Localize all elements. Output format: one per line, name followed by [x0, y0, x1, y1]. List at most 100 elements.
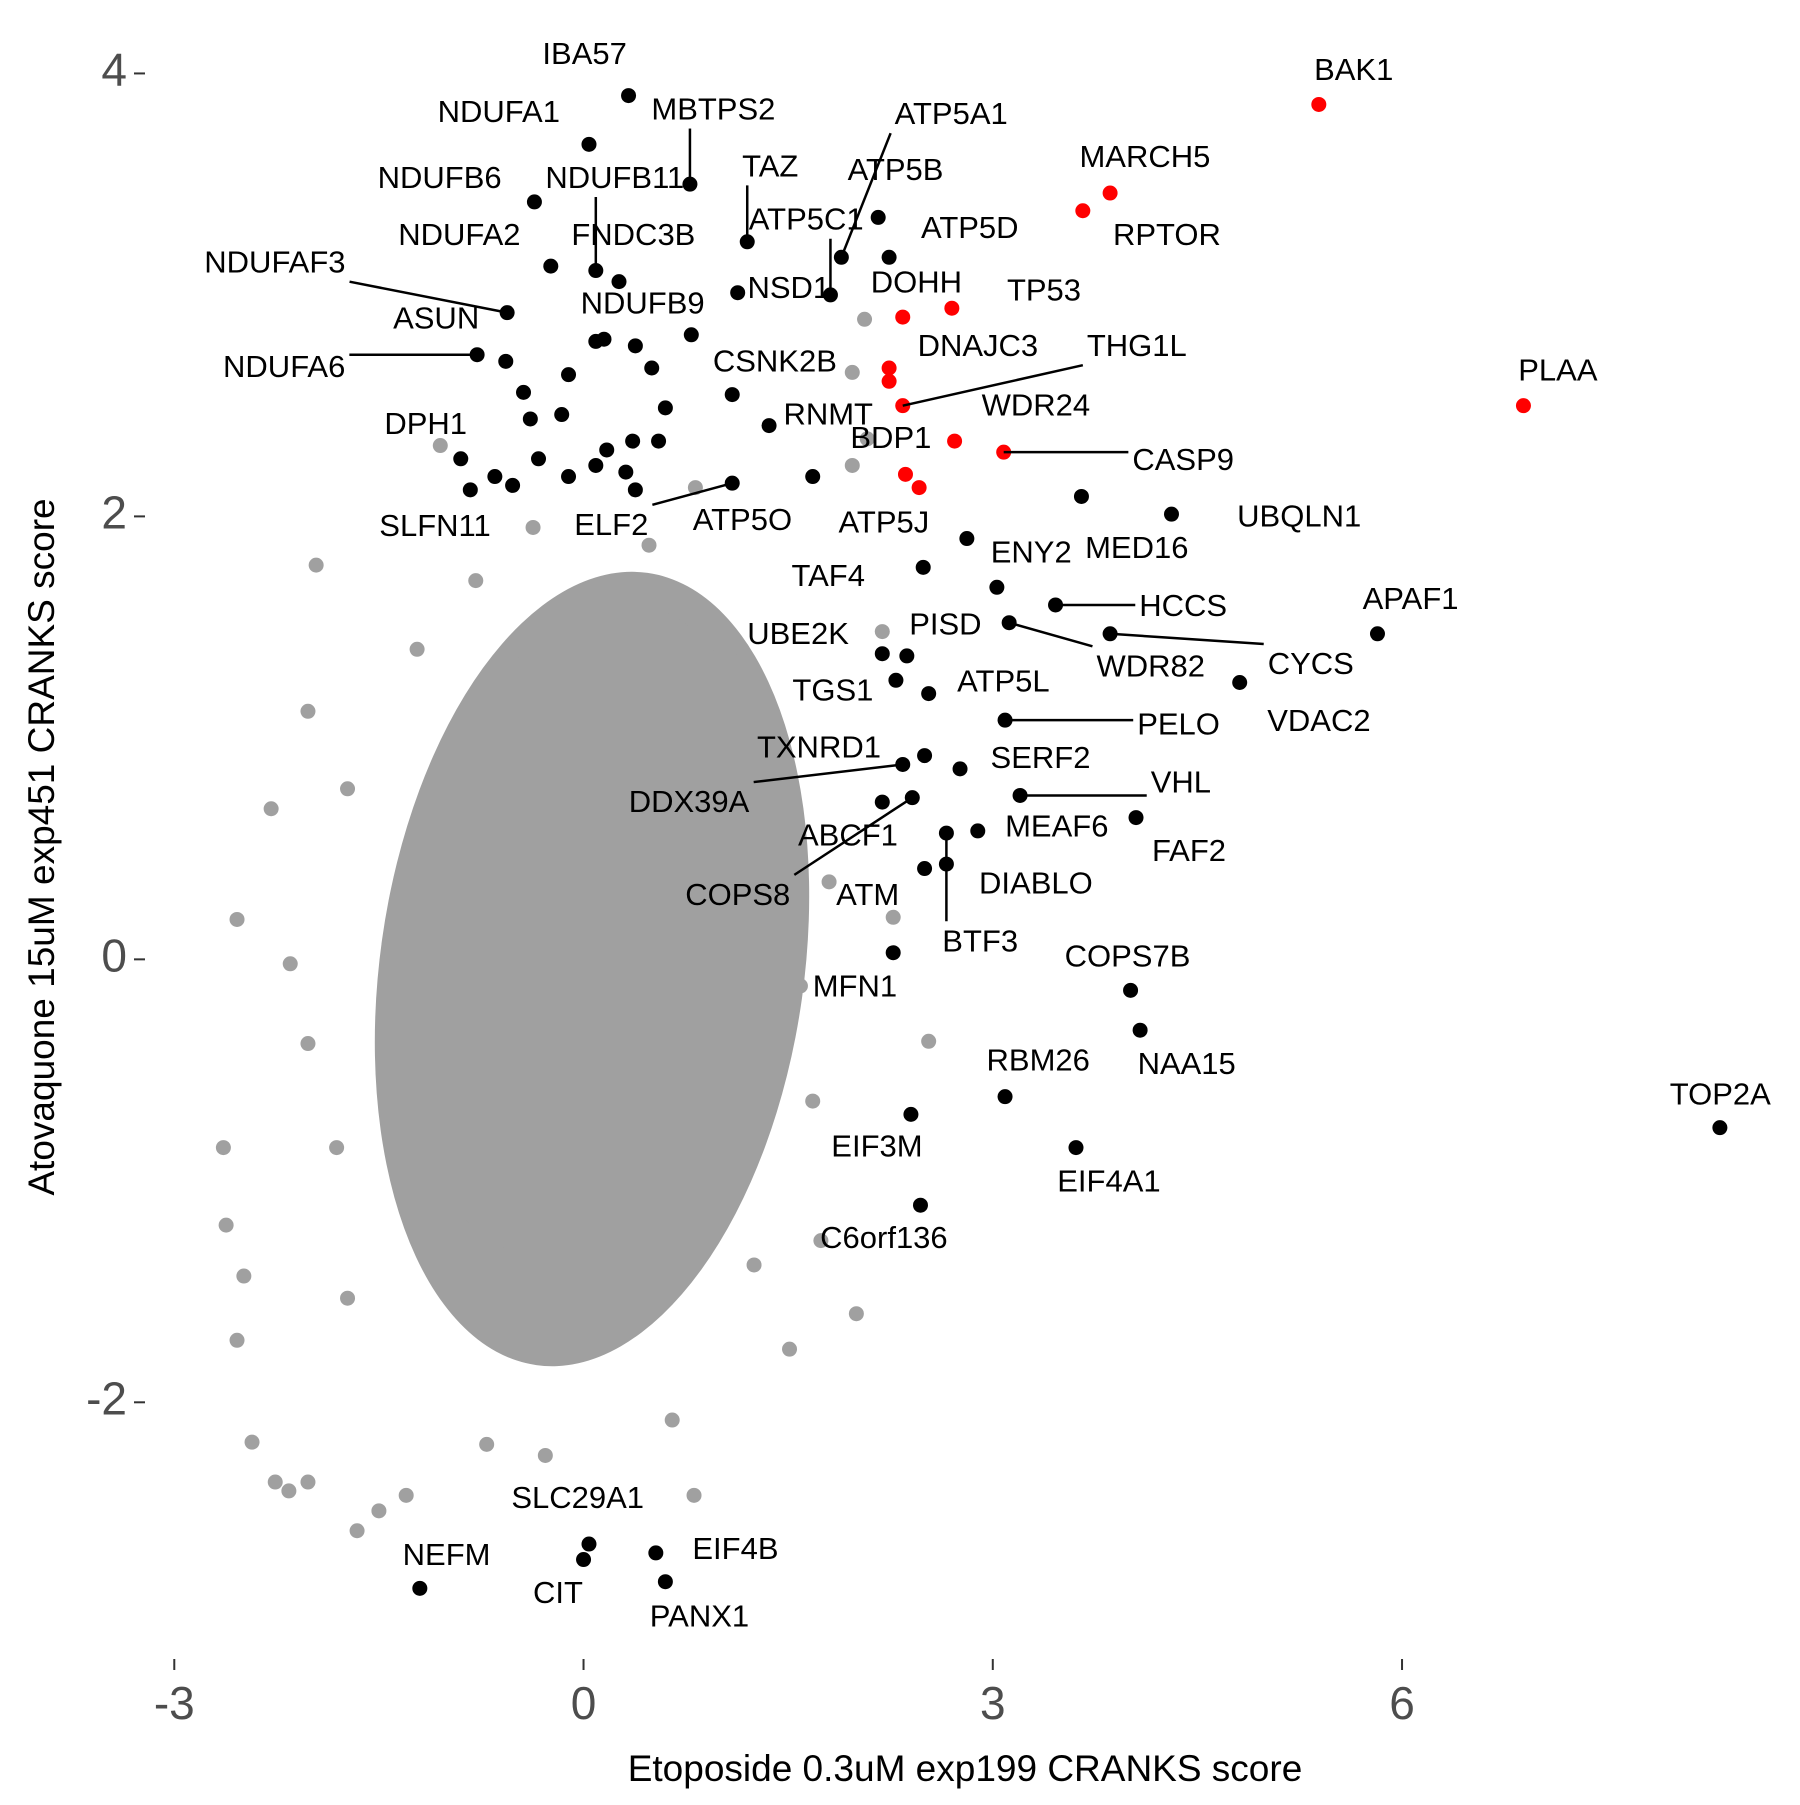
point-label: MBTPS2 [651, 92, 775, 127]
point-label: FAF2 [1152, 833, 1226, 868]
point-label: RBM26 [987, 1043, 1090, 1078]
highlight-point [917, 861, 933, 877]
highlight-point [657, 400, 673, 416]
highlight-point [487, 469, 503, 485]
highlight-point [989, 579, 1005, 595]
highlight-point [805, 469, 821, 485]
highlight-point [498, 353, 514, 369]
highlight-point [724, 387, 740, 403]
highlight-point [522, 411, 538, 427]
background-point [432, 438, 448, 454]
highlight-point [911, 480, 927, 496]
point-label: CSNK2B [713, 343, 837, 378]
background-point [479, 1436, 495, 1452]
point-label: WDR24 [982, 387, 1091, 422]
background-point [686, 1487, 702, 1503]
background-point [792, 978, 808, 994]
highlight-point [611, 274, 627, 290]
highlight-point [899, 648, 915, 664]
point-label: EIF4B [692, 1531, 778, 1566]
background-point [267, 1474, 283, 1490]
cloud-core [398, 603, 772, 1257]
y-axis-title: Atovaquone 15uM exp451 CRANKS score [21, 498, 62, 1195]
point-label: HCCS [1139, 588, 1227, 623]
highlight-point [453, 451, 469, 467]
background-point [263, 801, 279, 817]
highlight-point [997, 1089, 1013, 1105]
highlight-point [683, 327, 699, 343]
point-label: TOP2A [1670, 1076, 1771, 1111]
background-point [229, 1332, 245, 1348]
highlight-point [1163, 506, 1179, 522]
background-point [340, 1290, 356, 1306]
highlight-point [657, 1574, 673, 1590]
highlight-point [1102, 185, 1118, 201]
x-tick-label: 0 [571, 1677, 597, 1729]
background-point [468, 573, 484, 589]
leader-line [840, 132, 892, 258]
dense-point-cloud [374, 571, 810, 1367]
background-point [664, 1412, 680, 1428]
point-label: ATP5D [921, 210, 1019, 245]
background-point [805, 1093, 821, 1109]
highlight-point [599, 442, 615, 458]
background-point [300, 1036, 316, 1052]
point-label: RPTOR [1113, 217, 1221, 252]
background-point [821, 874, 837, 890]
point-label: RNMT [783, 397, 873, 432]
point-label: PLAA [1518, 353, 1598, 388]
point-label: NDUFB9 [581, 285, 705, 320]
highlight-point [915, 559, 931, 575]
leader-line [1008, 621, 1093, 648]
background-point [848, 1306, 864, 1322]
y-tick-label: -2 [86, 1372, 127, 1424]
plot-marks [215, 88, 1728, 1596]
background-point [300, 703, 316, 719]
point-label: NDUFB11 [545, 160, 684, 195]
highlight-point [881, 249, 897, 265]
point-label: EIF3M [831, 1129, 922, 1164]
background-point [349, 1523, 365, 1539]
highlight-point [1369, 626, 1385, 642]
highlight-point [627, 338, 643, 354]
highlight-point [543, 258, 559, 274]
highlight-point [1073, 488, 1089, 504]
point-label: ATP5L [957, 663, 1049, 698]
highlight-point [581, 1536, 597, 1552]
point-label: ATP5C1 [749, 202, 864, 237]
point-label: PISD [909, 607, 981, 642]
point-label: SERF2 [991, 740, 1091, 775]
point-label: DDX39A [629, 784, 750, 819]
background-point [409, 641, 425, 657]
background-point [371, 1503, 387, 1519]
point-label: DIABLO [979, 865, 1093, 900]
x-tick-label: -3 [154, 1677, 195, 1729]
leader-line [753, 763, 903, 784]
point-label: BTF3 [942, 923, 1018, 958]
highlight-point [944, 300, 960, 316]
point-label: SLC29A1 [511, 1480, 644, 1515]
background-point [329, 1140, 345, 1156]
y-tick-label: 2 [101, 487, 127, 539]
highlight-point [1311, 96, 1327, 112]
background-point [734, 641, 750, 657]
highlight-point [730, 285, 746, 301]
highlight-point [881, 373, 897, 389]
highlight-point [1075, 203, 1091, 219]
highlight-point [651, 433, 667, 449]
point-label: TAZ [742, 148, 798, 183]
point-label: DNAJC3 [918, 328, 1039, 363]
point-label: ATM [836, 877, 899, 912]
highlight-point [412, 1580, 428, 1596]
point-label: NDUFAF3 [204, 245, 345, 280]
highlight-point [970, 823, 986, 839]
highlight-point [903, 1106, 919, 1122]
leader-line [902, 363, 1084, 407]
highlight-point [921, 686, 937, 702]
background-point [859, 431, 875, 447]
point-label: NDUFA2 [398, 217, 520, 252]
point-label: EIF4A1 [1057, 1163, 1160, 1198]
highlight-point [627, 482, 643, 498]
